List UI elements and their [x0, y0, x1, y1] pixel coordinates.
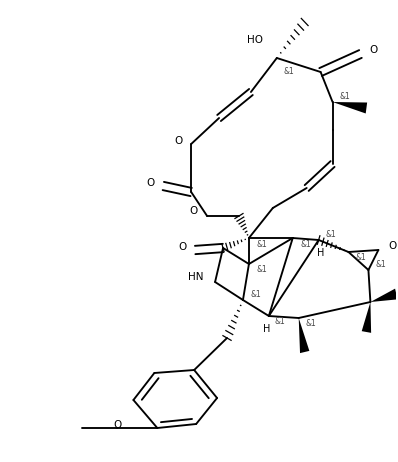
Text: O: O: [178, 242, 186, 252]
Text: O: O: [189, 207, 197, 216]
Text: &1: &1: [340, 92, 351, 101]
Text: H: H: [317, 248, 324, 258]
Text: O: O: [114, 420, 122, 430]
Text: &1: &1: [257, 265, 267, 274]
Polygon shape: [333, 102, 367, 114]
Polygon shape: [371, 289, 398, 302]
Text: O: O: [369, 45, 377, 55]
Text: HN: HN: [188, 273, 203, 282]
Text: O: O: [388, 241, 396, 251]
Text: &1: &1: [284, 67, 295, 76]
Text: &1: &1: [300, 240, 311, 249]
Text: &1: &1: [275, 317, 285, 326]
Polygon shape: [299, 318, 309, 353]
Text: H: H: [263, 324, 271, 334]
Polygon shape: [362, 302, 371, 333]
Text: &1: &1: [326, 230, 337, 239]
Text: &1: &1: [257, 240, 267, 249]
Text: &1: &1: [356, 253, 367, 262]
Text: O: O: [174, 136, 182, 146]
Text: &1: &1: [376, 260, 386, 269]
Text: HO: HO: [247, 35, 263, 44]
Text: &1: &1: [251, 290, 261, 299]
Text: &1: &1: [306, 319, 316, 328]
Text: O: O: [146, 178, 154, 188]
